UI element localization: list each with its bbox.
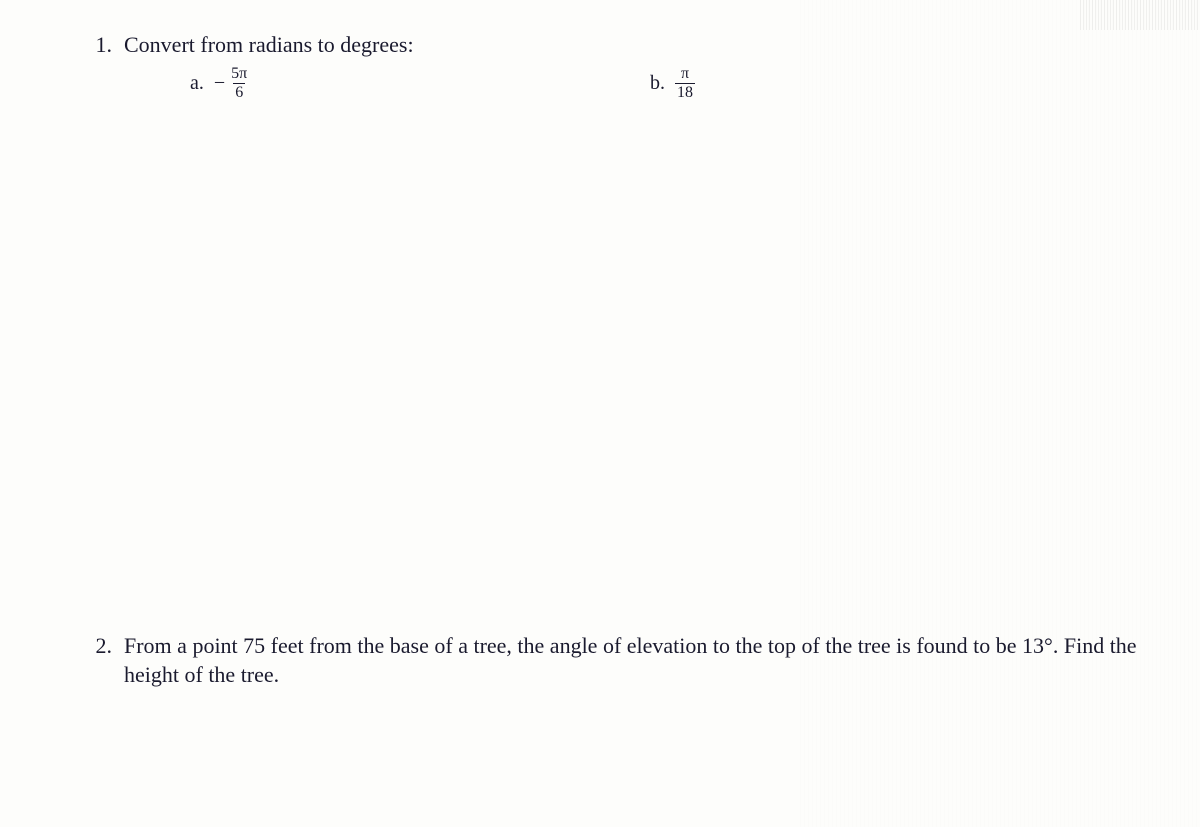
problem-2-line: 2. From a point 75 feet from the base of… (90, 631, 1140, 690)
subpart-a-label: a. (190, 72, 204, 95)
subpart-a-sign: − (214, 72, 225, 95)
problem-1-subparts: a. − 5π 6 b. π 18 (90, 66, 1140, 101)
subpart-b: b. π 18 (650, 66, 695, 101)
subpart-b-numerator: π (679, 66, 691, 83)
problem-2-number: 2. (90, 633, 124, 659)
subpart-a-denominator: 6 (233, 83, 245, 101)
problem-1: 1. Convert from radians to degrees: a. −… (90, 30, 1140, 101)
problem-2: 2. From a point 75 feet from the base of… (90, 631, 1140, 690)
subpart-a-fraction: 5π 6 (229, 66, 249, 101)
problem-1-prompt: Convert from radians to degrees: (124, 30, 1140, 60)
problem-2-prompt: From a point 75 feet from the base of a … (124, 631, 1140, 690)
subpart-a-numerator: 5π (229, 66, 249, 83)
subpart-b-label: b. (650, 72, 665, 95)
subpart-b-denominator: 18 (675, 83, 695, 101)
problem-1-number: 1. (90, 32, 124, 58)
subpart-a: a. − 5π 6 (190, 66, 650, 101)
problem-1-line: 1. Convert from radians to degrees: (90, 30, 1140, 60)
worksheet-page: 1. Convert from radians to degrees: a. −… (0, 0, 1200, 740)
subpart-b-fraction: π 18 (675, 66, 695, 101)
